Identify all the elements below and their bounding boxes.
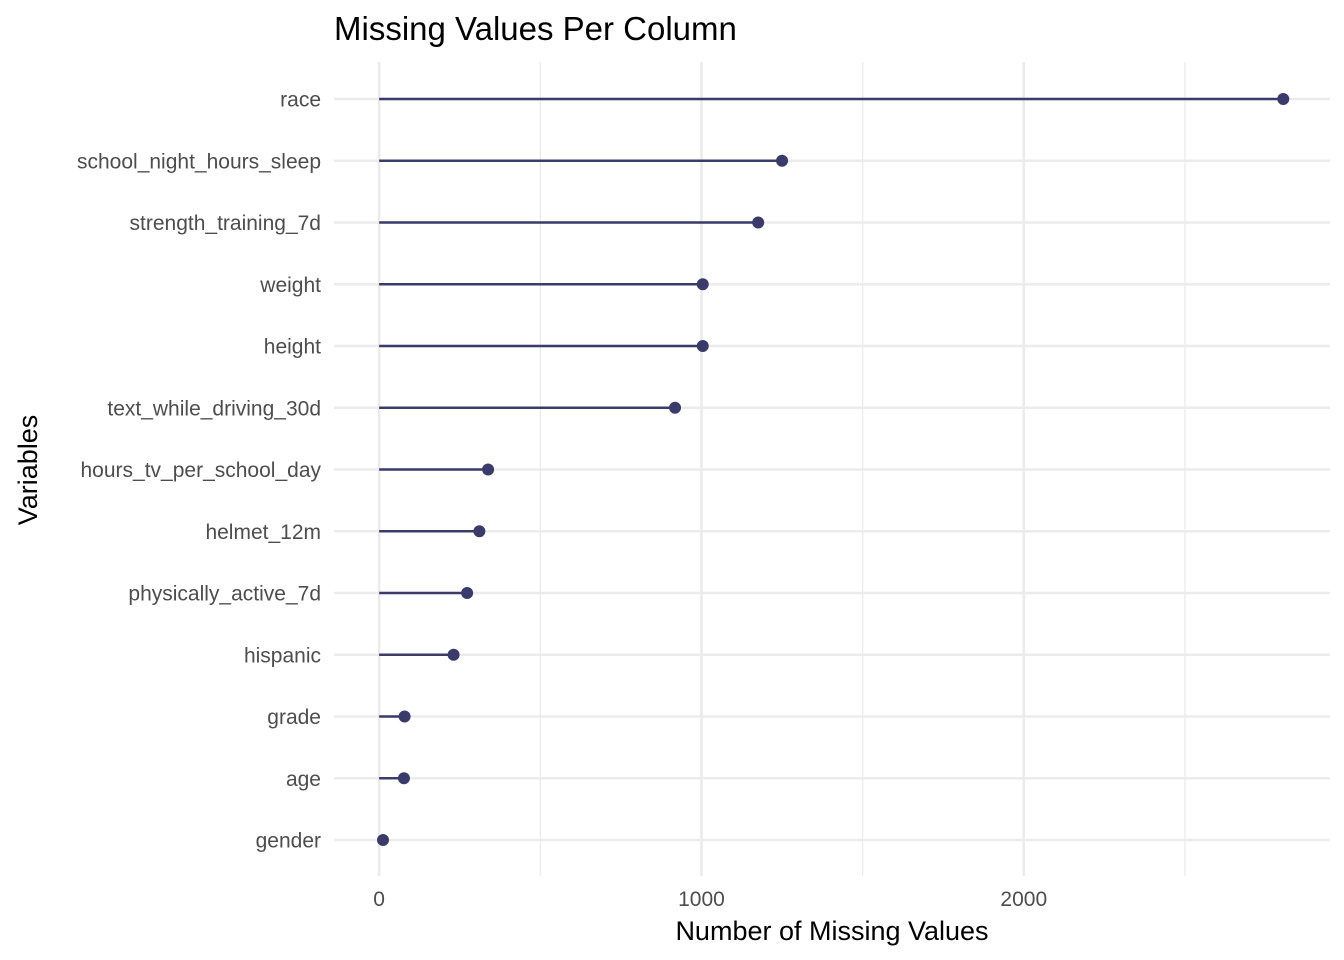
x-tick-label: 1000	[678, 888, 725, 911]
y-tick-label: text_while_driving_30d	[107, 397, 321, 420]
y-tick-label: height	[264, 336, 321, 359]
x-tick-label: 2000	[1000, 888, 1047, 911]
y-tick-label: age	[286, 768, 321, 791]
y-tick-label: helmet_12m	[205, 521, 321, 544]
x-tick-labels: 0 1000 2000	[373, 888, 1047, 911]
lollipop-point	[669, 401, 682, 414]
lollipop-point	[398, 710, 411, 723]
y-tick-label: physically_active_7d	[128, 583, 321, 606]
lollipop-point	[447, 648, 460, 661]
y-tick-labels: race school_night_hours_sleep strength_tra…	[77, 89, 322, 853]
lollipop-point	[376, 834, 389, 846]
y-tick-label: school_night_hours_sleep	[77, 150, 321, 173]
x-tick-label: 0	[373, 888, 385, 911]
chart-title: Missing Values Per Column	[334, 10, 737, 47]
y-tick-label: gender	[256, 830, 321, 853]
y-tick-label: hours_tv_per_school_day	[81, 459, 322, 482]
lollipop-point	[473, 525, 486, 538]
x-axis-title: Number of Missing Values	[675, 916, 988, 946]
lollipop-point	[461, 587, 474, 599]
lollipop-point	[696, 340, 709, 352]
lollipop-point	[776, 154, 789, 167]
y-tick-label: grade	[267, 706, 321, 729]
y-tick-label: weight	[259, 274, 321, 297]
lollipop-point	[1277, 93, 1290, 105]
lollipop-point	[482, 463, 495, 476]
y-tick-label: race	[280, 89, 321, 112]
chart-marks	[376, 93, 1290, 846]
lollipop-point	[696, 278, 709, 291]
y-tick-label: strength_training_7d	[130, 212, 321, 235]
y-axis-title: Variables	[13, 415, 43, 526]
lollipop-point	[752, 216, 765, 229]
y-tick-label: hispanic	[244, 644, 321, 667]
lollipop-point	[397, 772, 410, 785]
